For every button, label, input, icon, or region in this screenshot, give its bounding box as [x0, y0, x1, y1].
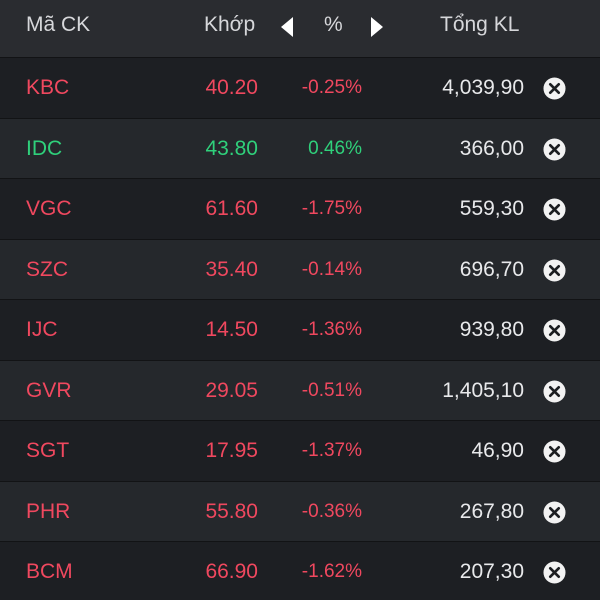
column-header-price[interactable]: Khớp — [204, 13, 256, 36]
stock-symbol[interactable]: BCM — [26, 560, 73, 583]
remove-icon[interactable] — [543, 319, 566, 342]
change-percent: -0.25% — [301, 77, 362, 98]
table-row[interactable]: GVR 29.05 -0.51% 1,405,10 — [0, 359, 600, 420]
remove-icon[interactable] — [543, 561, 566, 584]
change-percent: -0.36% — [301, 500, 362, 522]
change-percent: -1.75% — [301, 198, 362, 219]
table-row[interactable]: SGT 17.95 -1.37% 46,90 — [0, 420, 600, 481]
stock-symbol[interactable]: VGC — [26, 197, 72, 220]
total-volume: 4,039,90 — [442, 76, 524, 99]
change-percent: -0.14% — [301, 258, 362, 280]
total-volume: 559,30 — [459, 197, 524, 220]
matched-price: 35.40 — [205, 257, 258, 281]
stock-symbol[interactable]: GVR — [26, 378, 72, 402]
total-volume: 366,00 — [459, 136, 524, 160]
column-header-percent[interactable]: % — [324, 13, 343, 36]
stock-symbol[interactable]: SGT — [26, 439, 70, 462]
total-volume: 207,30 — [459, 560, 524, 583]
remove-icon[interactable] — [543, 198, 566, 221]
table-row[interactable]: IJC 14.50 -1.36% 939,80 — [0, 299, 600, 360]
column-header-volume[interactable]: Tổng KL — [440, 13, 520, 36]
matched-price: 14.50 — [205, 318, 258, 341]
change-percent: -1.37% — [301, 440, 362, 461]
table-row[interactable]: KBC 40.20 -0.25% 4,039,90 — [0, 57, 600, 118]
total-volume: 267,80 — [459, 499, 524, 523]
stock-symbol[interactable]: KBC — [26, 76, 70, 99]
total-volume: 696,70 — [459, 257, 524, 281]
table-row[interactable]: SZC 35.40 -0.14% 696,70 — [0, 238, 600, 299]
matched-price: 61.60 — [205, 197, 258, 220]
stock-symbol[interactable]: IJC — [26, 318, 58, 341]
matched-price: 66.90 — [205, 560, 258, 583]
matched-price: 40.20 — [205, 76, 258, 99]
change-percent: -1.62% — [301, 561, 362, 582]
table-row[interactable]: IDC 43.80 0.46% 366,00 — [0, 117, 600, 178]
matched-price: 17.95 — [205, 439, 258, 462]
remove-icon[interactable] — [543, 379, 566, 403]
change-percent: -0.51% — [301, 379, 362, 401]
matched-price: 29.05 — [205, 378, 258, 402]
stock-symbol[interactable]: SZC — [26, 257, 68, 281]
watchlist-header: Mã CK Khớp % Tổng KL — [0, 0, 600, 57]
remove-icon[interactable] — [543, 258, 566, 282]
remove-icon[interactable] — [543, 500, 566, 524]
remove-icon[interactable] — [543, 440, 566, 463]
previous-column-icon[interactable] — [281, 17, 293, 37]
matched-price: 43.80 — [205, 136, 258, 160]
table-row[interactable]: BCM 66.90 -1.62% 207,30 — [0, 541, 600, 600]
column-header-symbol[interactable]: Mã CK — [26, 13, 91, 36]
total-volume: 46,90 — [471, 439, 524, 462]
table-row[interactable]: VGC 61.60 -1.75% 559,30 — [0, 178, 600, 239]
table-row[interactable]: PHR 55.80 -0.36% 267,80 — [0, 480, 600, 541]
total-volume: 939,80 — [459, 318, 524, 341]
next-column-icon[interactable] — [371, 17, 383, 37]
stock-symbol[interactable]: PHR — [26, 499, 71, 523]
change-percent: -1.36% — [301, 319, 362, 340]
remove-icon[interactable] — [543, 137, 566, 161]
remove-icon[interactable] — [543, 77, 566, 100]
total-volume: 1,405,10 — [442, 378, 524, 402]
change-percent: 0.46% — [308, 137, 362, 159]
watchlist-table: KBC 40.20 -0.25% 4,039,90 IDC 43.80 0.46% 366,0… — [0, 57, 600, 600]
stock-symbol[interactable]: IDC — [26, 136, 63, 160]
matched-price: 55.80 — [205, 499, 258, 523]
